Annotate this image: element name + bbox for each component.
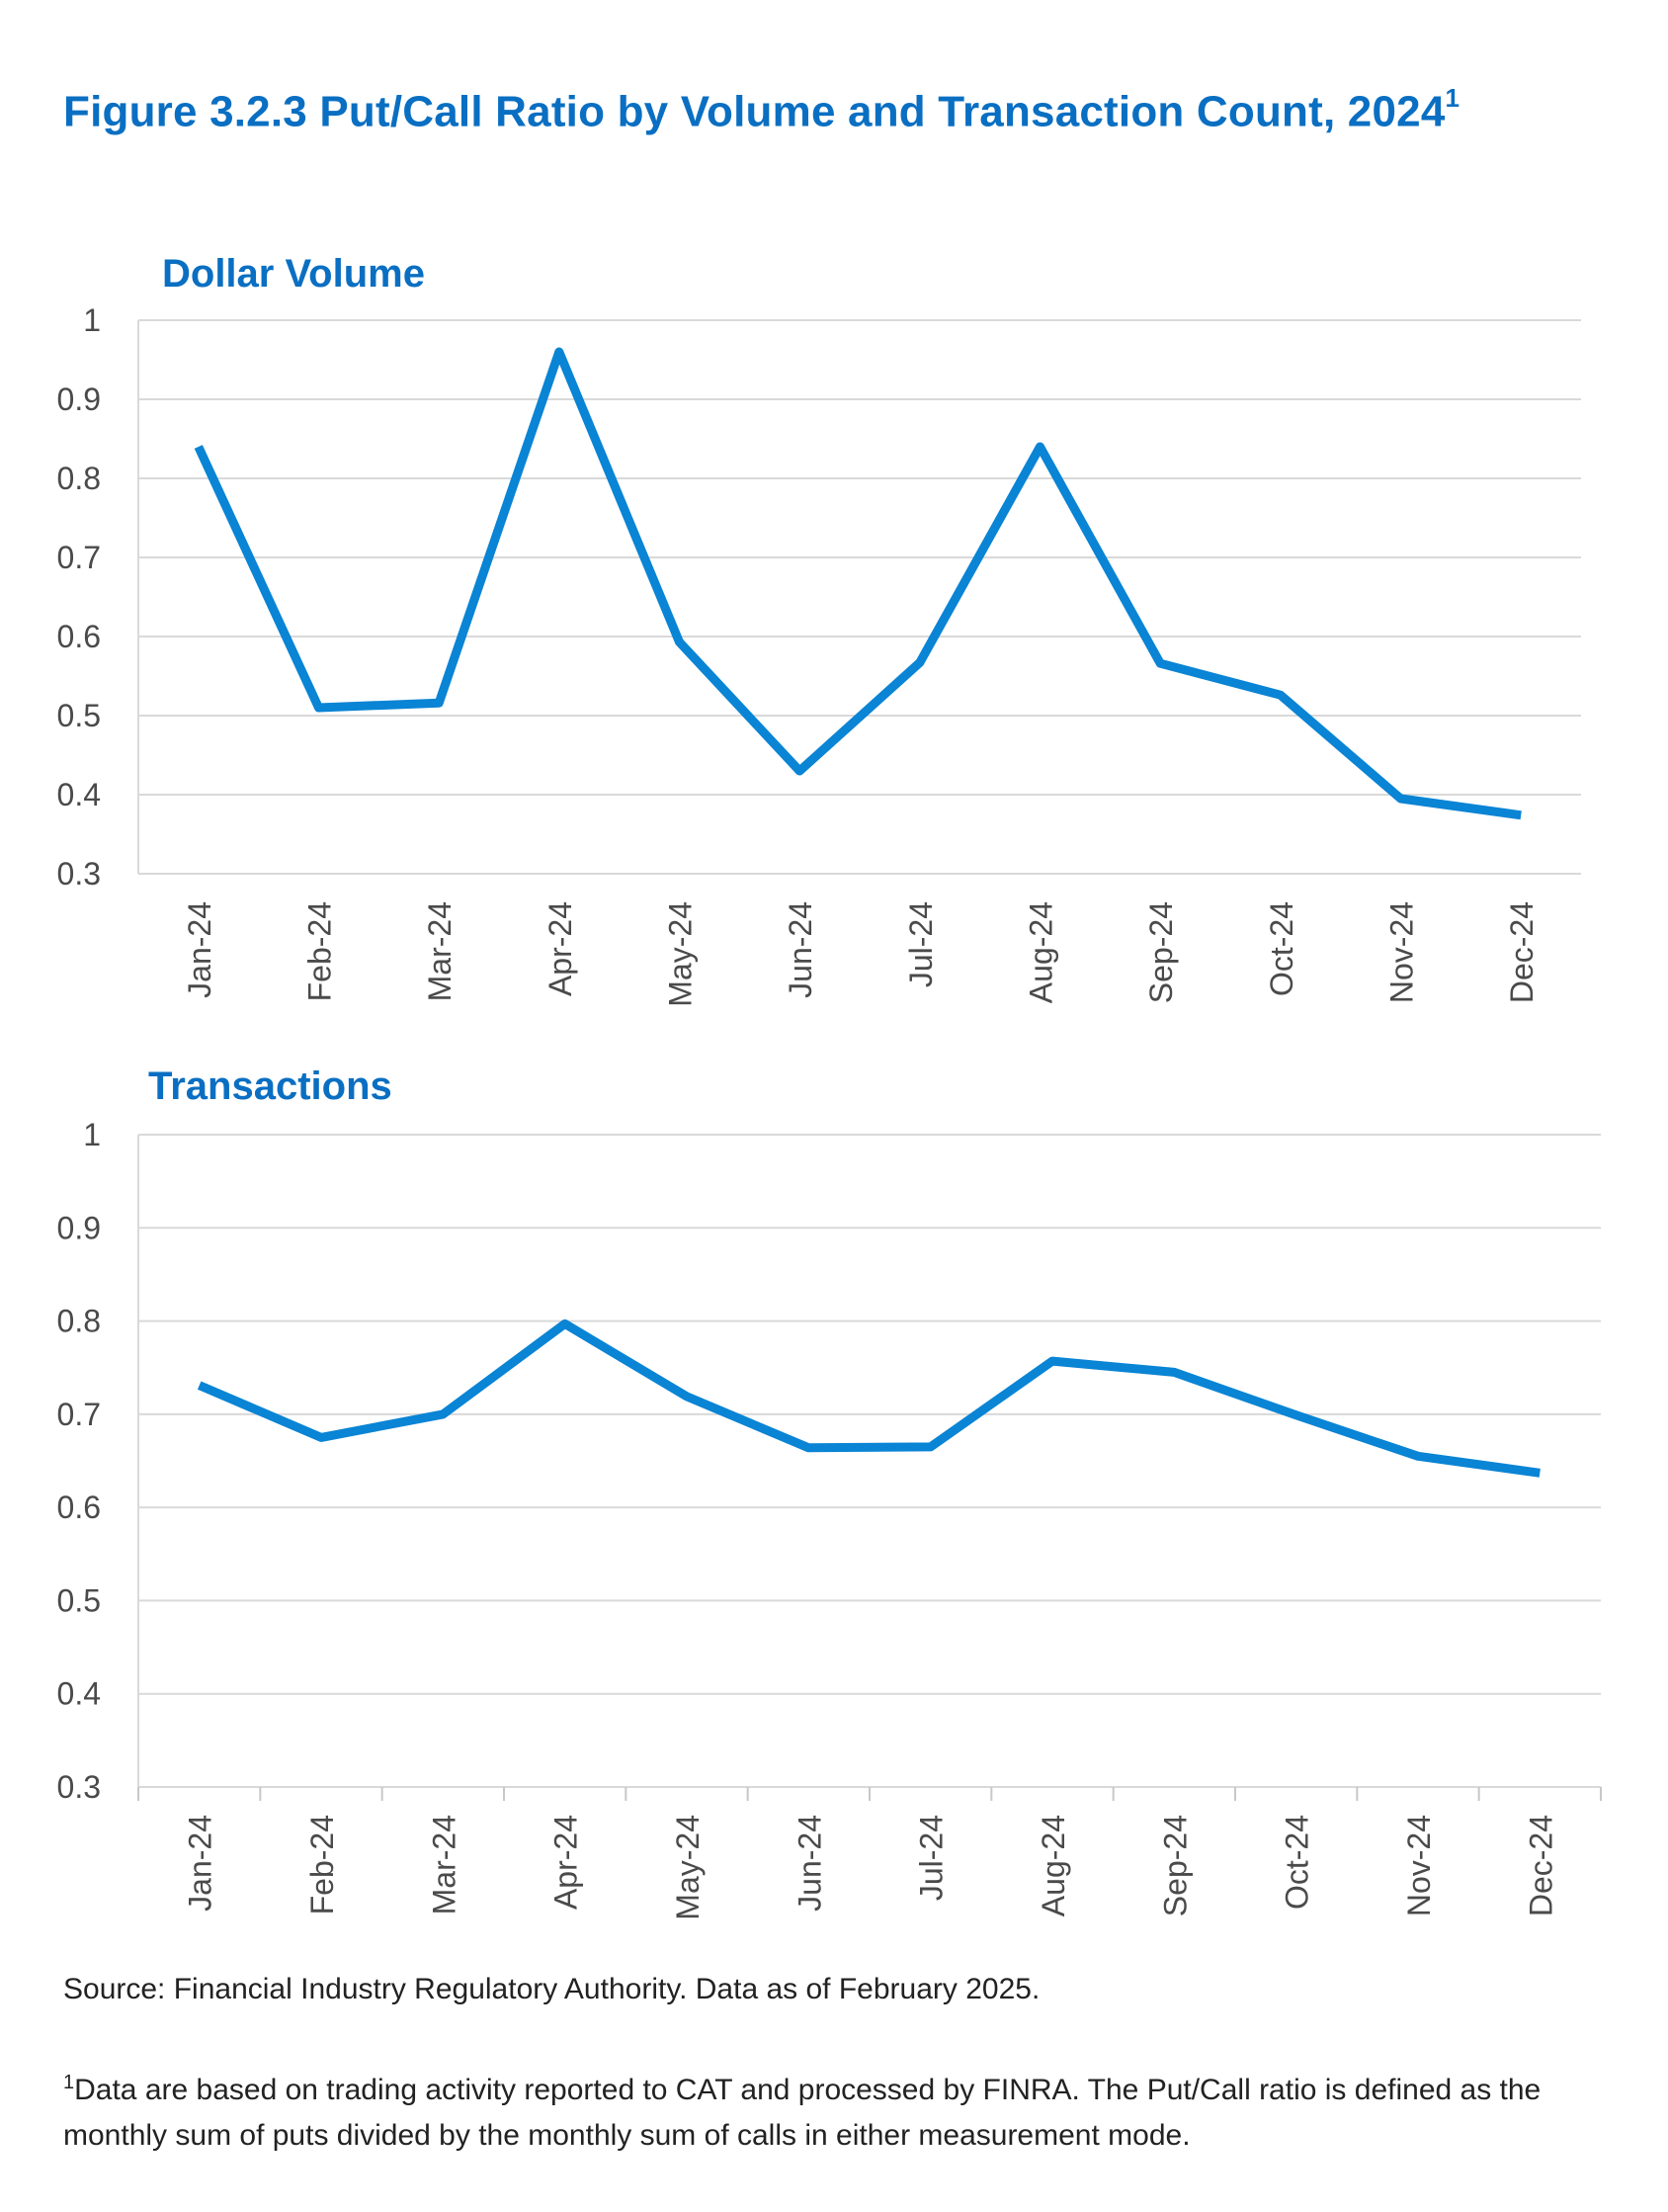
footnote-mark: 1 bbox=[63, 2072, 75, 2093]
y-tick-label: 0.3 bbox=[57, 856, 101, 892]
x-tick-label: Feb-24 bbox=[302, 901, 338, 1001]
x-tick-label: Jul-24 bbox=[914, 1815, 950, 1901]
y-tick-label: 0.6 bbox=[57, 619, 101, 654]
transactions-chart: Transactions 1 0.9 0.8 0.7 0.6 0.5 0.4 0.3 Jan-24… bbox=[57, 1064, 1602, 1920]
x-tick-label: Jun-24 bbox=[783, 901, 818, 998]
figure-title-footnote-mark: 1 bbox=[1445, 83, 1460, 113]
y-tick-label: 0.5 bbox=[57, 698, 101, 733]
source-note: Source: Financial Industry Regulatory Au… bbox=[63, 1973, 1041, 2005]
x-tick-label: May-24 bbox=[670, 1815, 706, 1920]
x-tick-label: Jan-24 bbox=[183, 1815, 218, 1912]
x-tick-label: Apr-24 bbox=[542, 901, 578, 996]
x-tick-label: Jun-24 bbox=[792, 1815, 827, 1912]
x-tick-label: Aug-24 bbox=[1036, 1815, 1071, 1916]
y-tick-label: 0.4 bbox=[57, 777, 101, 812]
y-tick-label: 0.7 bbox=[57, 540, 101, 575]
x-tick-label: Feb-24 bbox=[304, 1815, 340, 1914]
x-tick-label: Nov-24 bbox=[1384, 901, 1420, 1003]
chart-title: Transactions bbox=[148, 1064, 392, 1108]
y-tick-label: 0.3 bbox=[57, 1769, 101, 1805]
x-tick-label: Aug-24 bbox=[1024, 901, 1059, 1003]
y-tick-label: 0.7 bbox=[57, 1397, 101, 1432]
figure-title-text: Figure 3.2.3 Put/Call Ratio by Volume an… bbox=[63, 87, 1446, 136]
x-tick-label: Mar-24 bbox=[422, 901, 458, 1001]
y-tick-label: 0.8 bbox=[57, 461, 101, 496]
x-tick-label: Sep-24 bbox=[1157, 1815, 1193, 1916]
footnote: 1Data are based on trading activity repo… bbox=[63, 2060, 1605, 2159]
figure-title: Figure 3.2.3 Put/Call Ratio by Volume an… bbox=[63, 83, 1460, 137]
y-tick-label: 1 bbox=[83, 1117, 101, 1152]
x-tick-label: Sep-24 bbox=[1143, 901, 1179, 1003]
x-tick-label: May-24 bbox=[663, 901, 699, 1007]
x-tick-label: Jul-24 bbox=[903, 901, 939, 987]
y-tick-label: 1 bbox=[83, 302, 101, 338]
footnote-text: Data are based on trading activity repor… bbox=[63, 2074, 1542, 2152]
y-tick-label: 0.4 bbox=[57, 1676, 101, 1712]
chart-title: Dollar Volume bbox=[162, 252, 425, 296]
series-line bbox=[197, 1319, 1541, 1478]
x-tick-label: Oct-24 bbox=[1264, 901, 1299, 996]
x-tick-label: Dec-24 bbox=[1504, 901, 1540, 1003]
x-tick-label: Dec-24 bbox=[1523, 1815, 1558, 1916]
x-tick-label: Oct-24 bbox=[1280, 1815, 1315, 1910]
y-tick-label: 0.9 bbox=[57, 382, 101, 417]
y-tick-label: 0.9 bbox=[57, 1210, 101, 1245]
y-tick-label: 0.5 bbox=[57, 1582, 101, 1618]
dollar-volume-chart: Dollar Volume 1 0.9 0.8 0.7 0.6 0.5 0.4 0.3 Jan-2… bbox=[57, 252, 1581, 1007]
y-tick-label: 0.6 bbox=[57, 1489, 101, 1525]
y-tick-label: 0.8 bbox=[57, 1304, 101, 1339]
x-tick-label: Nov-24 bbox=[1401, 1815, 1437, 1916]
x-tick-label: Mar-24 bbox=[426, 1815, 461, 1914]
x-tick-label: Jan-24 bbox=[182, 901, 217, 998]
series-line bbox=[194, 347, 1522, 820]
x-tick-label: Apr-24 bbox=[548, 1815, 584, 1910]
